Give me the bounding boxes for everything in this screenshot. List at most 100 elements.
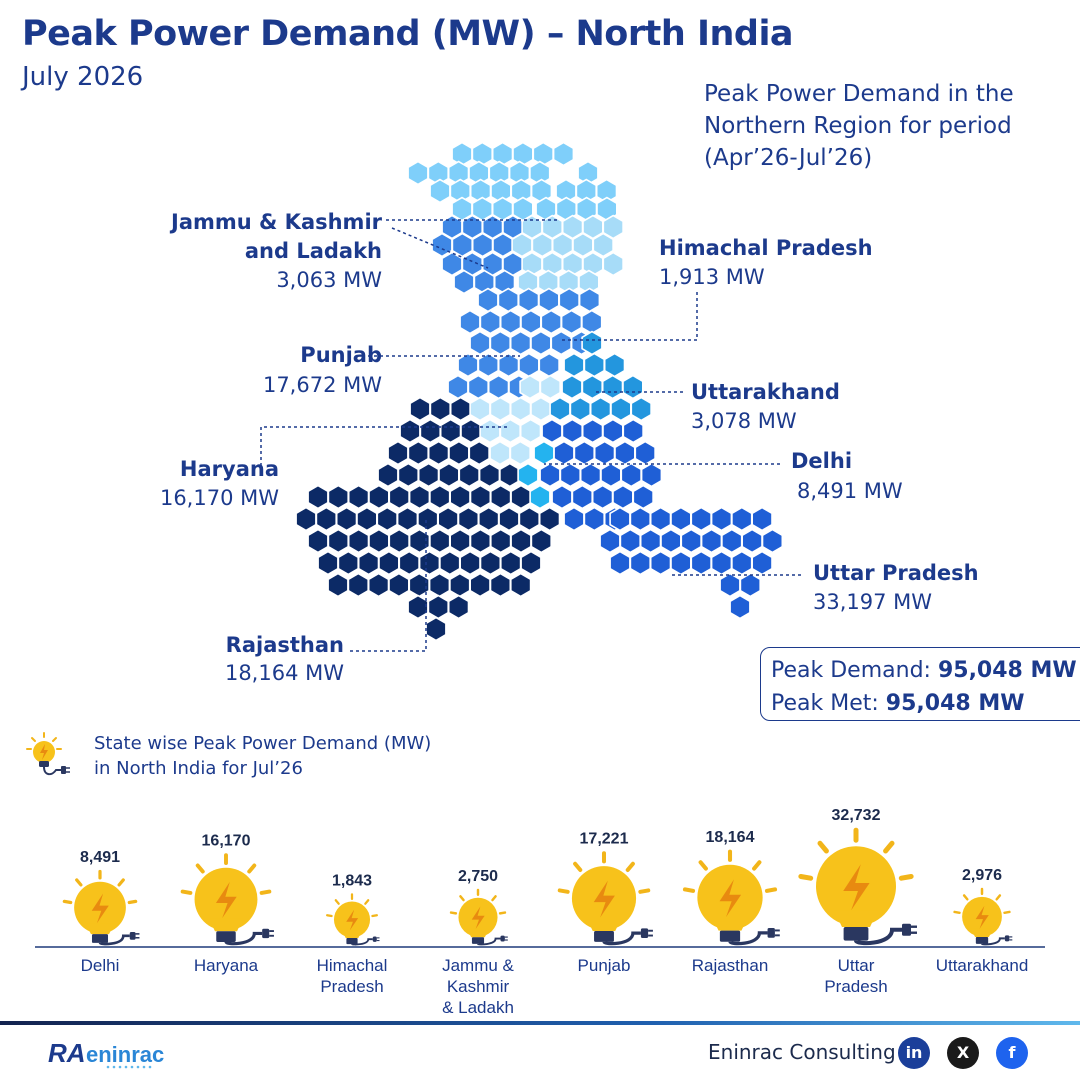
category-label: Kashmir [447, 977, 510, 996]
bulb-neck [467, 929, 489, 938]
bulb-ray [334, 899, 340, 905]
category-label: Pradesh [320, 977, 383, 996]
bulb-value-label: 2,976 [962, 867, 1002, 884]
bulb-neck [586, 917, 622, 931]
peak-summary-box: Peak Demand: 95,048 MW Peak Met: 95,048 … [760, 647, 1080, 721]
label-hr-name: Haryana [179, 457, 279, 481]
category-label: Punjab [578, 956, 631, 975]
period-note-line1: Peak Power Demand in the [704, 81, 1014, 107]
label-dl-name: Delhi [791, 449, 853, 473]
bulb-ray [764, 887, 778, 893]
bolt-icon [843, 864, 870, 911]
bulb-ray [498, 911, 507, 915]
label-rj-value: 18,164 MW [224, 661, 344, 685]
bulb-base [843, 927, 869, 941]
peak-demand-row: Peak Demand: 95,048 MW [771, 654, 1080, 687]
bulb-mark [953, 887, 1013, 946]
category-label: Pradesh [824, 977, 887, 996]
bulb-ray [682, 887, 696, 893]
linkedin-icon[interactable]: in [898, 1037, 930, 1069]
bulb-cable [351, 938, 373, 946]
hex-cell-up [761, 528, 784, 554]
hex-cell-dl [517, 462, 539, 488]
x-icon[interactable]: X [947, 1037, 979, 1069]
bulb-ray [62, 899, 73, 905]
bulb-neck [834, 910, 878, 927]
bulb-ray [127, 899, 138, 905]
hex-cell-pl [519, 418, 542, 444]
bulb-value-label: 18,164 [706, 829, 755, 846]
bulb-mark [326, 893, 380, 946]
period-note-line2: Northern Region for period [704, 113, 1012, 139]
bulb-ray [962, 894, 969, 901]
plug-icon [262, 928, 270, 939]
period-note: Peak Power Demand in the Northern Region… [704, 78, 1074, 174]
bulb-ray [1003, 910, 1011, 915]
peak-met-label: Peak Met: [771, 691, 879, 716]
category-label: Delhi [81, 956, 120, 975]
bulb-ray [557, 888, 570, 894]
label-pb-name: Punjab [300, 343, 382, 367]
bulb-ray [698, 860, 708, 871]
label-up-name: Uttar Pradesh [813, 561, 979, 585]
bulb-cable [98, 934, 130, 946]
bulb-ray [573, 861, 583, 872]
bulb-value-label: 8,491 [80, 849, 120, 866]
category-label: Uttarakhand [936, 956, 1029, 975]
leader-line-jk [391, 227, 489, 269]
bulb-ray [75, 878, 83, 887]
hex-cell-rj [509, 572, 532, 598]
chart-note: State wise Peak Power Demand (MW) in Nor… [94, 731, 431, 781]
plug-icon [902, 923, 911, 936]
bulb-ray [625, 861, 635, 872]
bulb-ray [180, 889, 193, 895]
bulb-base [471, 937, 485, 944]
bulb-ray [247, 863, 257, 874]
label-pb-value: 17,672 MW [262, 373, 382, 397]
bulb-ray [752, 860, 762, 871]
bulb-cable [477, 937, 501, 946]
bulb-cable [224, 931, 263, 946]
bulb-neck [342, 930, 362, 938]
label-hr-value: 16,170 MW [159, 486, 279, 510]
bulb-neck [208, 918, 244, 932]
hex-cell-up [622, 418, 644, 444]
label-hp-value: 1,913 MW [659, 265, 765, 289]
label-hp-name: Himachal Pradesh [659, 236, 873, 260]
label-jk-name2: and Ladakh [244, 239, 382, 263]
bulb-value-label: 16,170 [202, 833, 251, 850]
bulb-value-label: 2,750 [458, 868, 498, 885]
leader-line-hr [260, 426, 508, 466]
bulb-mark [62, 869, 140, 946]
category-label: Uttar [838, 956, 875, 975]
bulb-cable [854, 927, 902, 946]
hex-cell-rj [538, 506, 561, 532]
plug-icon [129, 931, 136, 940]
hex-cell-up [739, 572, 762, 598]
bolt-icon [346, 909, 359, 931]
category-label: Himachal [317, 956, 388, 975]
leader-line-rj [350, 518, 427, 652]
bulb-ray [817, 840, 829, 854]
hex-cell-jk [552, 141, 575, 167]
label-rj-name: Rajasthan [225, 633, 344, 657]
facebook-icon[interactable]: f [996, 1037, 1028, 1069]
bolt-icon [719, 879, 742, 917]
category-label: Jammu & [442, 956, 514, 975]
bulb-ray [995, 894, 1002, 901]
label-dl-value: 8,491 MW [797, 479, 903, 503]
bulb-base [346, 937, 358, 945]
plug-icon [372, 936, 377, 942]
lightbulb-icon [26, 732, 70, 776]
plug-icon [1004, 935, 1010, 942]
bulb-mark [180, 853, 274, 946]
bulb-neck [85, 923, 115, 935]
label-jk-value: 3,063 MW [276, 268, 382, 292]
plug-icon [767, 927, 775, 938]
bulb-ray [883, 840, 895, 854]
bolt-icon [471, 906, 485, 930]
bulb-ray [326, 914, 333, 918]
svg-text:eninrac: eninrac [86, 1042, 164, 1067]
bulb-ray [195, 863, 205, 874]
